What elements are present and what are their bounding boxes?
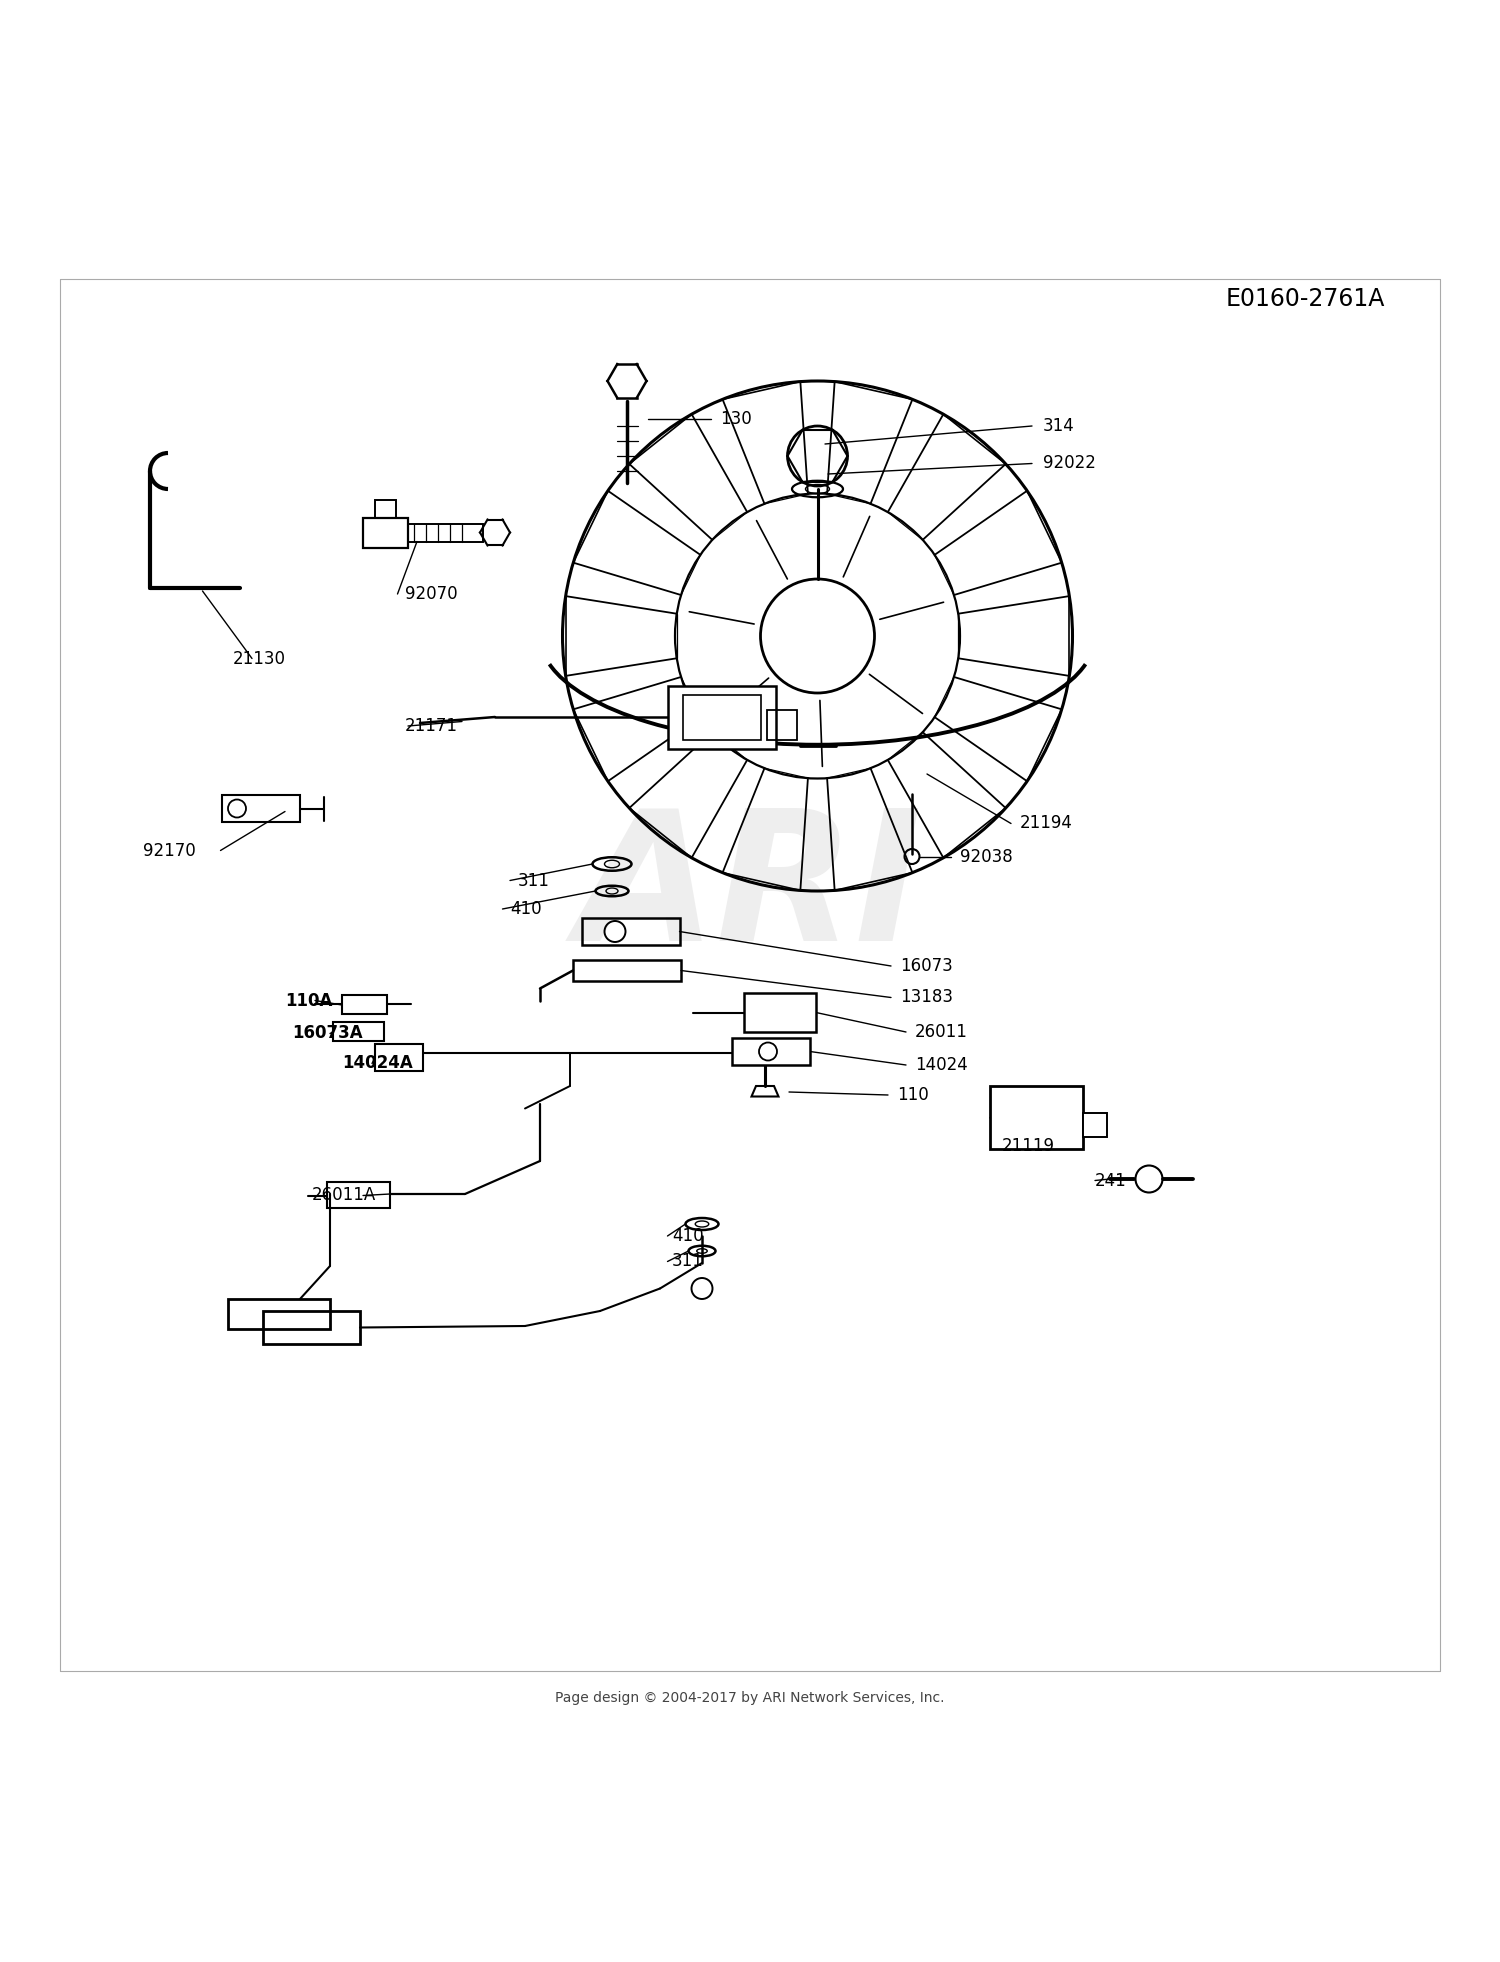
Bar [375, 500, 396, 518]
Bar [766, 710, 796, 740]
Text: 14024A: 14024A [342, 1054, 412, 1073]
Text: 110A: 110A [285, 991, 333, 1010]
Bar [682, 695, 760, 740]
Bar [228, 1299, 330, 1328]
Bar [732, 1038, 810, 1065]
Bar [327, 1181, 390, 1207]
Text: ARI: ARI [578, 802, 922, 979]
Text: 21130: 21130 [232, 649, 285, 667]
Text: 311: 311 [518, 871, 549, 889]
Bar [408, 524, 483, 542]
Text: E0160-2761A: E0160-2761A [1226, 286, 1385, 310]
Bar [363, 518, 408, 547]
Bar [582, 918, 680, 946]
Text: 92170: 92170 [142, 842, 195, 859]
Text: 110: 110 [897, 1087, 928, 1105]
Text: 16073: 16073 [900, 957, 952, 975]
Bar [342, 995, 387, 1014]
Text: 311: 311 [672, 1252, 704, 1271]
Text: 92070: 92070 [405, 585, 457, 602]
Text: 92022: 92022 [1042, 455, 1095, 473]
Text: 21194: 21194 [1020, 814, 1072, 832]
Text: 21171: 21171 [405, 716, 457, 736]
Bar [744, 993, 816, 1032]
Text: 410: 410 [672, 1226, 704, 1246]
Text: 13183: 13183 [900, 989, 952, 1007]
Text: Page design © 2004-2017 by ARI Network Services, Inc.: Page design © 2004-2017 by ARI Network S… [555, 1691, 945, 1705]
Bar [668, 685, 776, 748]
Bar [573, 959, 681, 981]
Text: 410: 410 [510, 901, 542, 918]
Bar [990, 1087, 1083, 1150]
Bar [1083, 1112, 1107, 1138]
Text: 14024: 14024 [915, 1056, 968, 1073]
Bar [333, 1022, 384, 1042]
Text: 21119: 21119 [1002, 1138, 1054, 1156]
Text: 241: 241 [1095, 1171, 1126, 1189]
Bar [375, 1044, 423, 1071]
Text: 16073A: 16073A [292, 1024, 363, 1042]
Bar [262, 1311, 360, 1344]
Bar [222, 795, 300, 822]
Text: 92038: 92038 [960, 848, 1012, 865]
Text: 130: 130 [720, 410, 752, 428]
Text: 26011: 26011 [915, 1022, 968, 1042]
Text: 314: 314 [1042, 418, 1074, 436]
Text: 26011A: 26011A [312, 1187, 376, 1205]
